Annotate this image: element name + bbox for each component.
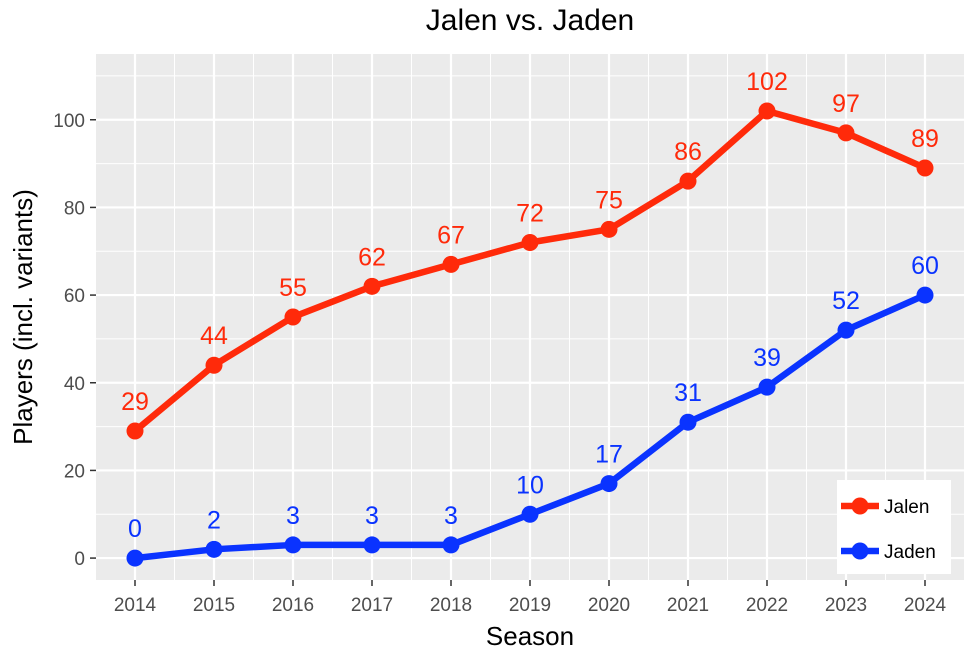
y-axis: 0 20 40 60 80 100 — [53, 111, 96, 570]
data-point-jalen — [837, 124, 855, 142]
data-label-jalen: 89 — [911, 125, 939, 153]
data-point-jaden — [600, 475, 618, 493]
data-point-jalen — [600, 220, 618, 238]
data-label-jaden: 39 — [753, 344, 781, 372]
y-tick-label: 20 — [64, 461, 85, 482]
data-label-jalen: 44 — [200, 322, 228, 350]
data-label-jaden: 60 — [911, 252, 939, 280]
legend-item-jaden: Jaden — [841, 542, 936, 563]
data-point-jalen — [205, 356, 223, 374]
data-label-jaden: 0 — [128, 515, 142, 543]
data-label-jalen: 86 — [674, 138, 702, 166]
data-point-jalen — [363, 277, 381, 295]
x-tick-label: 2016 — [272, 595, 314, 616]
data-label-jalen: 72 — [516, 199, 544, 227]
data-label-jaden: 10 — [516, 471, 544, 499]
data-label-jalen: 97 — [832, 90, 860, 118]
y-tick-label: 100 — [53, 111, 85, 132]
y-tick-label: 0 — [74, 549, 85, 570]
data-point-jaden — [442, 536, 460, 554]
data-point-jaden — [284, 536, 302, 554]
data-label-jaden: 3 — [444, 502, 458, 530]
series-jalen: 29 44 55 62 67 72 75 86 102 97 89 — [121, 68, 939, 440]
legend-item-jalen: Jalen — [841, 497, 929, 518]
x-axis-title: Season — [486, 621, 574, 651]
data-label-jaden: 31 — [674, 379, 702, 407]
data-point-jalen — [284, 308, 302, 326]
data-point-jaden — [126, 549, 144, 567]
x-tick-label: 2015 — [193, 595, 235, 616]
data-point-jaden — [679, 413, 697, 431]
x-tick-label: 2022 — [746, 595, 788, 616]
x-tick-label: 2014 — [114, 595, 157, 616]
legend-key-point — [851, 542, 869, 560]
y-axis-title: Players (incl. variants) — [8, 189, 38, 445]
data-point-jaden — [521, 505, 539, 523]
data-label-jalen: 102 — [746, 68, 788, 96]
grid — [96, 54, 964, 580]
data-label-jalen: 29 — [121, 388, 149, 416]
y-tick-label: 80 — [64, 198, 85, 219]
series-jaden: 0 2 3 3 3 10 17 31 39 52 60 — [126, 252, 939, 567]
x-tick-label: 2024 — [904, 595, 947, 616]
data-label-jalen: 62 — [358, 243, 386, 271]
data-point-jalen — [521, 233, 539, 251]
data-point-jalen — [916, 159, 934, 177]
x-tick-label: 2017 — [351, 595, 393, 616]
data-point-jaden — [837, 321, 855, 339]
x-tick-label: 2018 — [430, 595, 472, 616]
data-label-jalen: 55 — [279, 274, 307, 302]
y-tick-label: 40 — [64, 374, 85, 395]
data-label-jaden: 17 — [595, 441, 623, 469]
data-point-jalen — [758, 102, 776, 120]
data-label-jaden: 2 — [207, 506, 221, 534]
data-label-jalen: 75 — [595, 186, 623, 214]
y-tick-label: 60 — [64, 286, 85, 307]
data-label-jaden: 3 — [365, 502, 379, 530]
data-point-jaden — [916, 286, 934, 304]
x-tick-label: 2023 — [825, 595, 867, 616]
legend-label: Jalen — [884, 497, 929, 518]
data-label-jaden: 3 — [286, 502, 300, 530]
chart-title: Jalen vs. Jaden — [426, 4, 634, 37]
x-tick-label: 2020 — [588, 595, 630, 616]
data-point-jalen — [679, 172, 697, 190]
legend: Jalen Jaden — [837, 480, 951, 574]
data-point-jaden — [363, 536, 381, 554]
x-axis: 2014 2015 2016 2017 2018 2019 2020 2021 2022 2023… — [114, 580, 947, 616]
legend-label: Jaden — [884, 542, 936, 563]
legend-key-point — [851, 497, 869, 515]
data-point-jalen — [126, 422, 144, 440]
x-tick-label: 2021 — [667, 595, 709, 616]
data-point-jalen — [442, 255, 460, 273]
data-label-jalen: 67 — [437, 221, 465, 249]
data-point-jaden — [205, 540, 223, 558]
x-tick-label: 2019 — [509, 595, 551, 616]
data-point-jaden — [758, 378, 776, 396]
series: 29 44 55 62 67 72 75 86 102 97 89 0 2 3 3 3 10 17 31 39 52 60 — [121, 68, 939, 567]
data-label-jaden: 52 — [832, 287, 860, 315]
